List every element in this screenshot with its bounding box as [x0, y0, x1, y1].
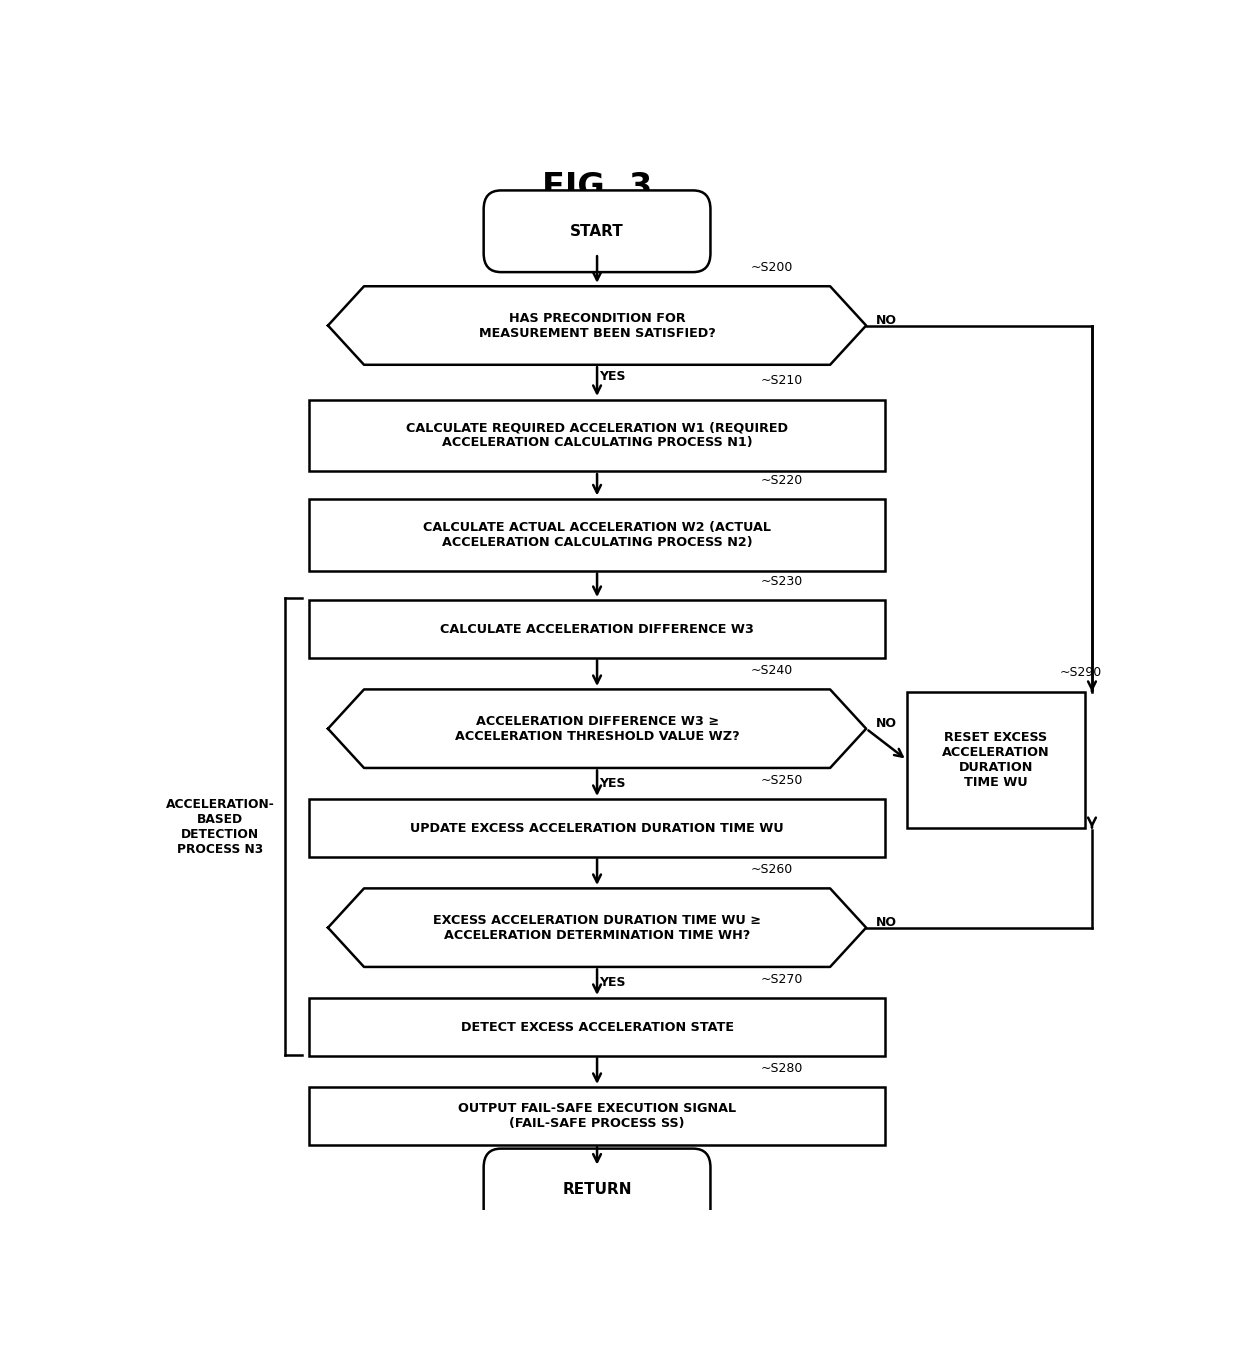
Text: CALCULATE REQUIRED ACCELERATION W1 (REQUIRED
ACCELERATION CALCULATING PROCESS N1: CALCULATE REQUIRED ACCELERATION W1 (REQU…: [405, 422, 789, 449]
Bar: [309, 998, 885, 1055]
Text: CALCULATE ACCELERATION DIFFERENCE W3: CALCULATE ACCELERATION DIFFERENCE W3: [440, 623, 754, 635]
Text: UPDATE EXCESS ACCELERATION DURATION TIME WU: UPDATE EXCESS ACCELERATION DURATION TIME…: [410, 821, 784, 835]
Text: YES: YES: [599, 975, 625, 989]
Text: DETECT EXCESS ACCELERATION STATE: DETECT EXCESS ACCELERATION STATE: [460, 1020, 734, 1034]
Text: RESET EXCESS
ACCELERATION
DURATION
TIME WU: RESET EXCESS ACCELERATION DURATION TIME …: [942, 732, 1050, 789]
FancyBboxPatch shape: [484, 1149, 711, 1231]
Text: EXCESS ACCELERATION DURATION TIME WU ≥
ACCELERATION DETERMINATION TIME WH?: EXCESS ACCELERATION DURATION TIME WU ≥ A…: [433, 914, 761, 941]
Text: ~S220: ~S220: [760, 473, 802, 487]
Text: ACCELERATION DIFFERENCE W3 ≥
ACCELERATION THRESHOLD VALUE WZ?: ACCELERATION DIFFERENCE W3 ≥ ACCELERATIO…: [455, 715, 739, 743]
Text: ~S270: ~S270: [760, 972, 802, 986]
Text: ~S200: ~S200: [751, 261, 794, 273]
Bar: [309, 400, 885, 471]
Text: YES: YES: [599, 370, 625, 384]
Text: ACCELERATION-
BASED
DETECTION
PROCESS N3: ACCELERATION- BASED DETECTION PROCESS N3: [166, 797, 275, 855]
Bar: [309, 1088, 885, 1145]
Bar: [906, 692, 1085, 828]
Text: ~S280: ~S280: [760, 1062, 802, 1074]
Polygon shape: [327, 286, 866, 364]
Bar: [309, 600, 885, 658]
Text: FIG. 3: FIG. 3: [542, 171, 652, 204]
Text: RETURN: RETURN: [562, 1182, 632, 1197]
Text: START: START: [570, 224, 624, 239]
Text: NO: NO: [875, 314, 897, 326]
Polygon shape: [327, 888, 866, 967]
FancyBboxPatch shape: [484, 190, 711, 272]
Text: ~S290: ~S290: [1059, 666, 1102, 680]
Text: YES: YES: [599, 777, 625, 790]
Bar: [309, 800, 885, 857]
Text: ~S260: ~S260: [751, 862, 794, 876]
Text: ~S240: ~S240: [751, 664, 794, 677]
Polygon shape: [327, 690, 866, 768]
Text: ~S230: ~S230: [760, 575, 802, 588]
Text: NO: NO: [875, 915, 897, 929]
Bar: [309, 499, 885, 571]
Text: NO: NO: [875, 717, 897, 730]
Text: CALCULATE ACTUAL ACCELERATION W2 (ACTUAL
ACCELERATION CALCULATING PROCESS N2): CALCULATE ACTUAL ACCELERATION W2 (ACTUAL…: [423, 521, 771, 549]
Text: ~S210: ~S210: [760, 374, 802, 388]
Text: HAS PRECONDITION FOR
MEASUREMENT BEEN SATISFIED?: HAS PRECONDITION FOR MEASUREMENT BEEN SA…: [479, 311, 715, 340]
Text: OUTPUT FAIL-SAFE EXECUTION SIGNAL
(FAIL-SAFE PROCESS SS): OUTPUT FAIL-SAFE EXECUTION SIGNAL (FAIL-…: [458, 1102, 737, 1130]
Text: ~S250: ~S250: [760, 774, 802, 787]
